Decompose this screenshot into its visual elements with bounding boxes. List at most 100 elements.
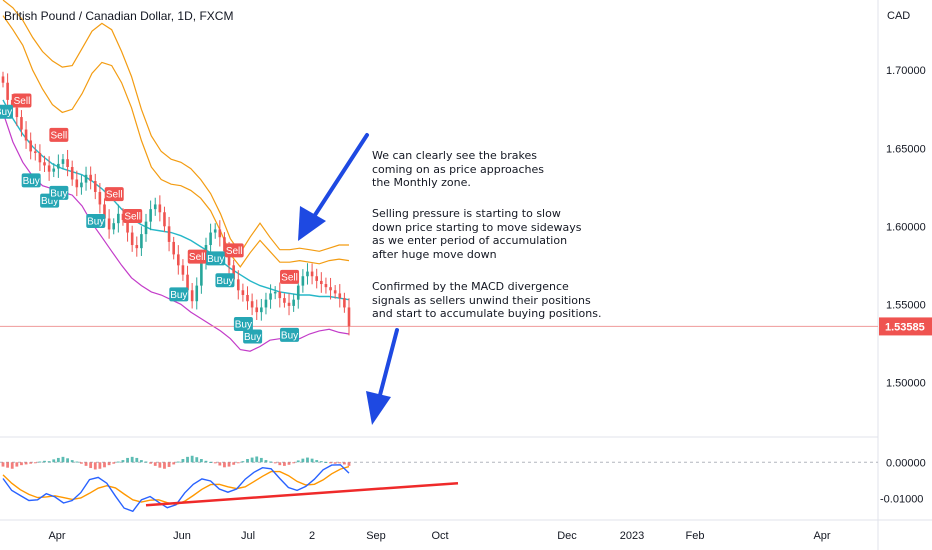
candle-body — [66, 159, 69, 167]
candle-body — [130, 232, 134, 246]
price-axis[interactable]: CAD 1.70000 1.65000 1.60000 1.55000 1.50000 0.… — [879, 10, 932, 505]
signal-box — [169, 287, 189, 302]
macd-histogram-bar — [296, 460, 300, 463]
macd-histogram-bar — [342, 462, 346, 465]
annotation-line: down price starting to move sideways — [372, 220, 582, 234]
macd-histogram-bar — [84, 462, 88, 466]
lower-band-line — [2, 112, 350, 352]
candle-body — [15, 107, 19, 118]
time-tick-label: Apr — [813, 530, 830, 542]
time-tick-label: Feb — [686, 530, 705, 542]
macd-histogram-bar — [80, 462, 83, 464]
basis-line — [2, 99, 350, 301]
annotation-text-1: We can clearly see the brakes coming on … — [372, 149, 544, 190]
signal-label: Buy — [41, 196, 58, 207]
candle-body — [200, 262, 203, 286]
candle-body — [61, 159, 65, 164]
macd-histogram-bar — [10, 462, 14, 469]
sell-signal: Sell — [12, 93, 32, 108]
candle-body — [167, 226, 171, 242]
time-tick-label: 2023 — [620, 530, 644, 542]
time-tick-label: Dec — [557, 530, 577, 542]
candle-body — [292, 299, 295, 306]
macd-histogram-bar — [176, 461, 180, 463]
candle-body — [329, 287, 332, 291]
candle-body — [172, 241, 175, 255]
macd-histogram-bar — [199, 459, 203, 463]
candle-body — [144, 221, 148, 235]
candle-body — [186, 274, 189, 291]
candle-body — [112, 223, 116, 230]
candle-body — [190, 290, 194, 302]
candle-body — [153, 204, 157, 210]
macd-histogram-bar — [209, 461, 212, 463]
annotation-text-3: Confirmed by the MACD divergence signals… — [372, 280, 602, 321]
upper-band-line — [2, 15, 350, 268]
candle-body — [24, 129, 28, 141]
candle-body — [310, 271, 314, 277]
candle-body — [52, 168, 56, 172]
macd-histogram-bar — [29, 462, 33, 464]
last-price-box — [879, 317, 932, 336]
candle-body — [260, 307, 263, 313]
signal-label: Sell — [51, 130, 68, 141]
candle-body — [57, 163, 60, 169]
candle-body — [70, 166, 74, 180]
annotation-line: coming on as price approaches — [372, 162, 545, 176]
time-axis[interactable]: Apr Jun Jul 2 Sep Oct Dec 2023 Feb Apr — [48, 530, 830, 542]
signal-box — [206, 251, 226, 266]
macd-histogram-bar — [306, 457, 309, 463]
buy-signal: Buy — [215, 273, 235, 288]
candle-body — [296, 285, 300, 300]
candle-body — [89, 174, 92, 182]
candle-body — [1, 76, 5, 83]
macd-histogram-bar — [172, 462, 176, 465]
signal-label: Buy — [216, 276, 233, 287]
candle-body — [232, 265, 235, 280]
candle-body — [223, 237, 226, 252]
macd-tick-label: -0.01000 — [880, 493, 923, 505]
macd-histogram-bar — [324, 461, 328, 463]
macd-histogram-bar — [33, 462, 37, 464]
macd-histogram-bar — [195, 457, 199, 463]
candle-body — [135, 245, 139, 249]
candle-body — [283, 298, 286, 303]
buy-signal: Buy — [0, 104, 13, 119]
time-tick-label: Jul — [241, 530, 255, 542]
candle-body — [278, 291, 282, 299]
macd-histogram-bar — [24, 462, 28, 465]
sell-signal: Sell — [187, 249, 207, 264]
candle-body — [241, 290, 245, 295]
signal-box — [49, 185, 69, 200]
candle-body — [255, 307, 259, 313]
signal-box — [123, 209, 143, 224]
candle-body — [250, 301, 254, 308]
annotation-arrow-upper — [298, 133, 369, 241]
macd-histogram-bar — [56, 457, 60, 463]
candle-body — [6, 82, 9, 100]
macd-panel — [0, 455, 878, 513]
candle-body — [209, 232, 212, 246]
candle-body — [324, 284, 328, 288]
time-tick-label: 2 — [309, 530, 315, 542]
signal-label: Buy — [0, 107, 12, 118]
macd-histogram-bar — [186, 456, 189, 463]
divergence-trendline — [145, 481, 459, 507]
buy-signal: Buy — [243, 329, 263, 344]
signal-box — [280, 269, 300, 284]
signal-label: Buy — [207, 254, 224, 265]
annotation-arrow-lower — [366, 328, 399, 425]
price-tick-label: 1.65000 — [886, 143, 926, 155]
macd-histogram-bar — [315, 460, 319, 463]
candle-body — [177, 254, 180, 266]
macd-histogram-bar — [47, 461, 51, 463]
candle-body — [236, 279, 240, 291]
signal-label: Buy — [87, 216, 104, 227]
annotation-line: signals as sellers unwind their position… — [372, 293, 591, 307]
buy-signal: Buy — [280, 327, 300, 342]
macd-histogram-bar — [126, 457, 129, 463]
candle-body — [93, 181, 97, 192]
time-tick-label: Jun — [173, 530, 191, 542]
